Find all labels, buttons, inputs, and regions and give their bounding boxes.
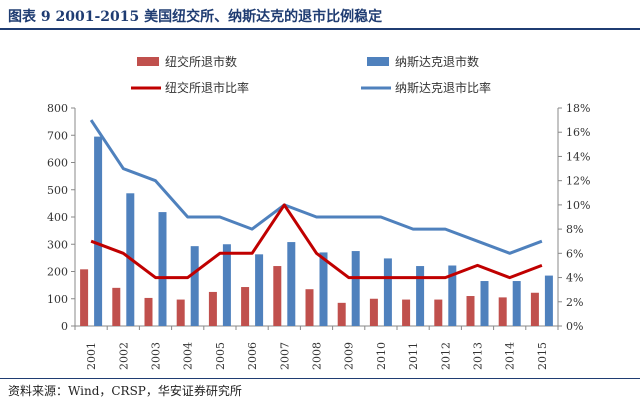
nasdaq-bar (351, 251, 360, 326)
right-tick-label: 2% (566, 296, 583, 309)
nasdaq-bar (480, 281, 489, 326)
right-tick-label: 0% (566, 320, 583, 333)
x-tick-label: 2010 (375, 342, 388, 370)
nyse-bar (144, 297, 153, 326)
nasdaq-bar (383, 258, 392, 326)
left-tick-label: 800 (47, 102, 68, 115)
legend-nyse-ratio-label: 纽交所退市比率 (165, 80, 249, 95)
chart-title: 图表 9 2001-2015 美国纽交所、纳斯达克的退市比例稳定 (8, 9, 383, 25)
x-tick-label: 2013 (472, 342, 485, 370)
right-tick-label: 12% (566, 175, 590, 188)
nyse-bar (402, 299, 411, 326)
bars (80, 136, 553, 326)
nyse-bar (337, 302, 346, 326)
nasdaq-bar (158, 212, 167, 326)
nyse-bar (434, 299, 443, 326)
lines (89, 119, 543, 280)
x-tick-label: 2009 (343, 342, 356, 370)
left-tick-label: 0 (61, 320, 68, 333)
left-tick-label: 400 (47, 211, 68, 224)
source-note: 资料来源：Wind，CRSP，华安证券研究所 (8, 384, 242, 398)
x-tick-label: 2005 (214, 342, 227, 370)
nyse-ratio-line (90, 203, 543, 280)
right-tick-label: 14% (566, 150, 590, 163)
right-tick-label: 6% (566, 247, 583, 260)
nasdaq-bar (222, 244, 231, 326)
x-tick-label: 2002 (117, 342, 130, 370)
nasdaq-bar (544, 275, 553, 326)
nyse-bar (208, 291, 217, 326)
nasdaq-bar (255, 254, 264, 326)
right-tick-label: 10% (566, 199, 590, 212)
x-tick-label: 2014 (504, 342, 517, 370)
legend-nyse-count-swatch (137, 57, 159, 66)
right-tick-label: 16% (566, 126, 590, 139)
nyse-bar (112, 287, 121, 326)
right-tick-label: 18% (566, 102, 590, 115)
axes: 0 100 200 300 400 500 600 700 800 0% 2% 4% 6% 8% 10% 12… (47, 102, 590, 370)
nasdaq-bar (416, 266, 425, 326)
nasdaq-ratio-line (89, 119, 543, 255)
source-rule (0, 378, 640, 379)
right-tick-label: 4% (566, 272, 583, 285)
x-tick-label: 2001 (85, 342, 98, 370)
legend-nyse-count-label: 纽交所退市数 (165, 54, 237, 69)
x-tick-label: 2011 (407, 342, 420, 370)
nyse-bar (530, 292, 539, 326)
nyse-bar (305, 289, 314, 326)
left-tick-label: 100 (47, 293, 68, 306)
legend-nasdaq-count-label: 纳斯达克退市数 (395, 54, 479, 69)
x-tick-label: 2003 (150, 342, 163, 370)
x-tick-label: 2015 (536, 342, 549, 370)
x-tick-label: 2008 (311, 342, 324, 370)
left-tick-label: 600 (47, 157, 68, 170)
x-tick-label: 2004 (182, 342, 195, 370)
nyse-bar (466, 296, 475, 326)
nyse-bar (369, 298, 378, 326)
left-tick-label: 300 (47, 238, 68, 251)
left-tick-label: 700 (47, 129, 68, 142)
right-tick-label: 8% (566, 223, 583, 236)
nasdaq-bar (287, 242, 296, 326)
left-tick-label: 500 (47, 184, 68, 197)
nasdaq-bar (448, 265, 457, 326)
nasdaq-bar (190, 246, 199, 326)
nyse-bar (273, 266, 282, 326)
legend-nasdaq-count-swatch (367, 57, 389, 66)
title-rule (0, 28, 640, 30)
nasdaq-bar (94, 136, 103, 326)
nasdaq-bar (319, 252, 328, 326)
nyse-bar (176, 299, 185, 326)
x-tick-label: 2012 (439, 342, 452, 370)
x-tick-label: 2006 (246, 342, 259, 370)
title-bar: 图表 9 2001-2015 美国纽交所、纳斯达克的退市比例稳定 (0, 0, 640, 30)
nyse-bar (80, 269, 89, 326)
nyse-bar (241, 287, 250, 326)
nasdaq-bar (512, 281, 521, 326)
x-tick-label: 2007 (278, 342, 291, 370)
nyse-bar (498, 297, 507, 326)
legend-nasdaq-ratio-label: 纳斯达克退市比率 (395, 80, 491, 95)
left-tick-label: 200 (47, 266, 68, 279)
